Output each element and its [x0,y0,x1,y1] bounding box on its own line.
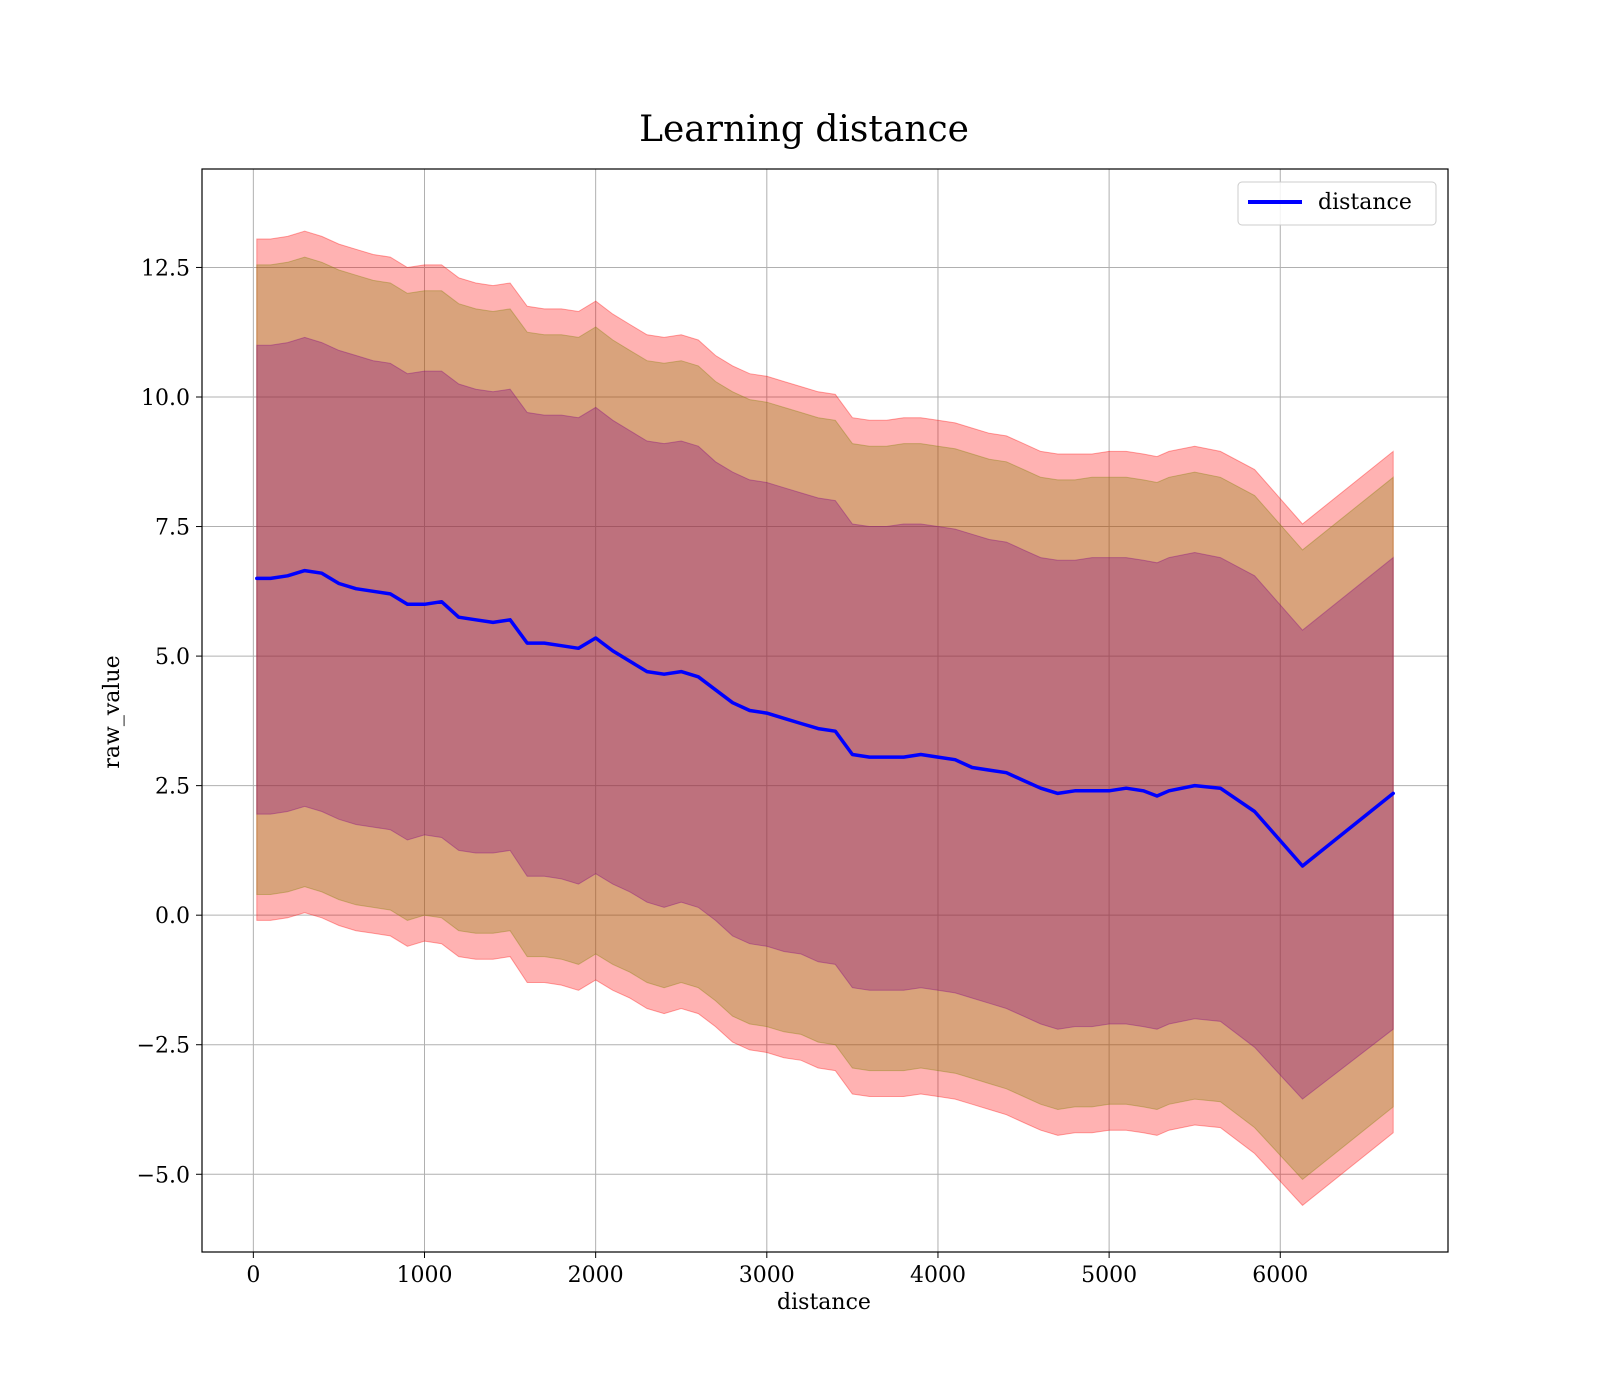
y-tick-label: 10.0 [141,386,190,411]
y-tick-label: 2.5 [155,775,190,800]
y-tick-label: −2.5 [137,1034,190,1059]
band-inner [256,336,1394,1100]
confidence-bands [256,230,1394,1207]
y-tick-label: 0.0 [155,904,190,929]
band-outer [256,230,1394,1207]
x-tick-label: 3000 [739,1263,795,1288]
series-line-distance [255,568,1395,868]
y-tick-label: 7.5 [155,516,190,541]
y-tick-label: −5.0 [137,1163,190,1188]
plot-frame [201,168,1449,1253]
x-axis-label: distance [777,1290,871,1315]
legend-box [1237,181,1437,226]
y-axis-label: raw_value [100,655,125,768]
x-tick-label: 5000 [1081,1263,1137,1288]
band-mid [256,256,1394,1181]
line-layer [255,568,1395,868]
axis-ticks: 0 1000 2000 3000 4000 5000 6000 −5.0 −2.5 0.0 2.5 5… [137,256,1309,1288]
chart-title: Learning distance [639,109,969,150]
x-tick-label: 6000 [1252,1263,1308,1288]
legend: distance [1237,181,1437,226]
y-tick-label: 5.0 [155,645,190,670]
x-tick-label: 0 [246,1263,260,1288]
x-tick-label: 1000 [397,1263,453,1288]
x-tick-label: 2000 [568,1263,624,1288]
x-tick-label: 4000 [910,1263,966,1288]
y-tick-label: 12.5 [141,256,190,281]
legend-label: distance [1318,190,1412,215]
grid [202,169,1448,1252]
